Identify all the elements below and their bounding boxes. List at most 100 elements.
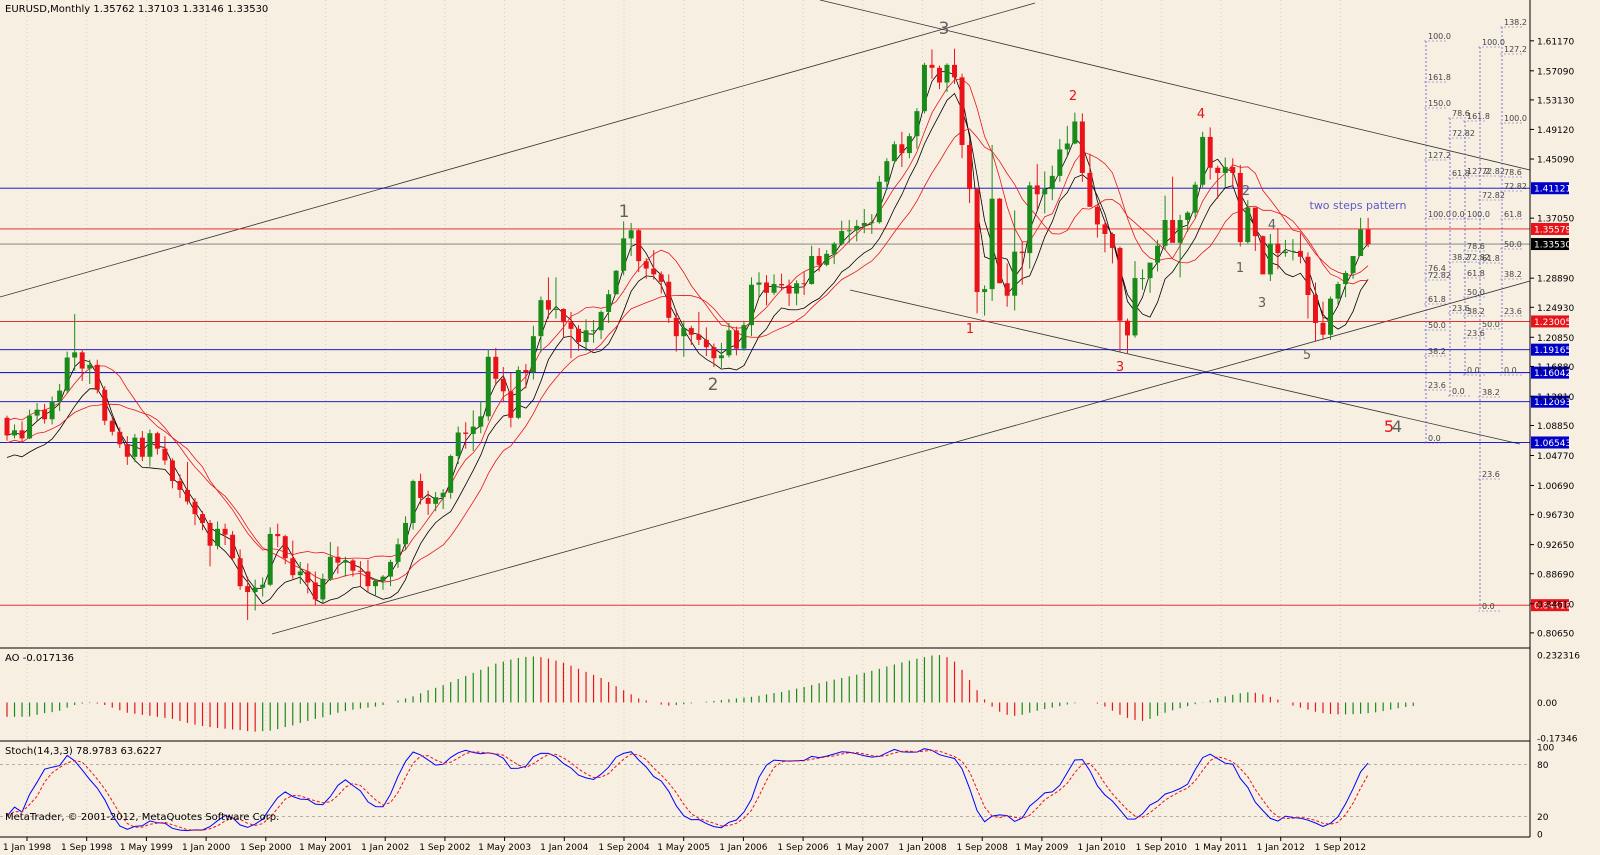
moving-average-line [6,78,1369,560]
candle-body [102,389,108,421]
candle-body [673,317,679,337]
wave-label: 1 [1236,261,1244,276]
candle-body [809,256,815,284]
wave-label: 5 [1303,348,1311,363]
level-tag-label: 1.19165 [1534,346,1571,356]
date-tick-label: 1 Jan 2012 [1257,843,1305,853]
candle-body [1312,295,1318,323]
candle-body [1177,220,1183,243]
wave-label: 4 [1392,417,1402,436]
fib-level-label: 161.8 [1467,112,1490,121]
candle-body [1350,256,1356,273]
fib-level-label: 100.0 [1467,210,1490,219]
wave-label: 1 [966,322,974,337]
fib-level-label: 161.8 [1428,73,1451,82]
ao-axis: 0.232316 0.00 -0.17346 [1537,651,1580,744]
candle-body [545,300,551,310]
candle-body [681,328,687,337]
level-tag [1531,395,1569,408]
candle-body [1124,320,1130,336]
date-tick-label: 1 Jan 2000 [182,843,230,853]
date-tick-label: 1 May 2011 [1195,843,1248,853]
level-tag-label: 1.41121 [1534,185,1571,195]
wave-label: 1 [619,202,630,222]
candle-body [876,181,882,223]
price-pane[interactable]: 100.0161.8150.0127.2100.076.472.8261.850… [0,0,1531,837]
candle-body [651,268,657,275]
candle-body [109,420,115,432]
wave-label: 4 [1268,218,1276,233]
candle-body [79,352,85,369]
candle-body [1290,250,1296,252]
candle-body [1335,283,1341,299]
stoch-tick-label: 0 [1537,831,1543,841]
price-tick-label: 1.57090 [1537,67,1574,77]
price-tick-label: 1.00690 [1537,482,1574,492]
symbol-info: EURUSD,Monthly 1.35762 1.37103 1.33146 1… [5,4,268,15]
fib-level-label: 0.0 [1467,366,1480,375]
level-tag [1531,366,1569,379]
candles [4,48,1371,620]
candle-body [779,283,785,286]
candle-body [869,222,875,224]
stoch-tick-label: 20 [1537,813,1549,823]
wave-label: 3 [1258,296,1266,311]
price-tick-label: 1.12810 [1537,393,1574,403]
price-tick-label: 1.61170 [1537,37,1574,47]
date-tick-label: 1 May 1999 [120,843,173,853]
candle-body [538,300,544,337]
price-tick-label: 1.28890 [1537,275,1574,285]
fib-level-label: 61.8 [1452,169,1470,178]
date-tick-label: 1 Sep 2010 [1136,843,1188,853]
candle-body [1064,143,1070,150]
wave-label: 3 [939,19,950,39]
candle-body [628,230,634,239]
fib-level-label: 50.0 [1482,320,1500,329]
candle-body [929,64,935,68]
trendlines [0,0,1531,635]
candle-body [365,571,371,587]
candle-body [327,556,333,579]
candle-body [703,339,709,348]
level-tag [1531,222,1569,235]
candle-body [906,136,912,154]
candle-body [335,556,341,563]
fib-level-label: 61.8 [1504,210,1522,219]
candle-body [1245,207,1251,243]
candle-body [854,225,860,231]
candle-body [207,522,213,546]
stochastic-label: Stoch(14,3,3) 78.9783 63.6227 [5,746,162,757]
candle-body [989,198,995,290]
candle-body [1267,243,1273,275]
candle-body [591,330,597,332]
stochastic-pane[interactable]: Stoch(14,3,3) 78.9783 63.6227 MetaTrader… [0,746,1530,832]
candle-body [4,417,10,436]
date-tick-label: 1 Sep 2008 [957,843,1009,853]
candle-body [245,586,251,593]
candle-body [169,460,175,482]
candle-body [290,558,296,576]
stoch-tick-label: 80 [1537,761,1549,771]
candle-body [643,261,649,269]
candle-body [816,256,822,265]
fib-level-label: 150.0 [1428,99,1451,108]
candle-body [1109,233,1115,248]
candle-body [666,281,672,318]
price-tick-label: 1.37050 [1537,215,1574,225]
date-tick-label: 1 Jan 2004 [540,843,588,853]
ao-pane[interactable]: AO -0.017136 [5,653,1414,732]
date-tick-label: 1 Jan 2008 [898,843,946,853]
candle-body [380,576,386,582]
candle-body [12,430,18,436]
candle-body [696,334,702,340]
candle-body [1072,121,1078,144]
price-tick-label: 1.24930 [1537,304,1574,314]
fib-level-label: 127.2 [1428,151,1451,160]
candle-body [237,558,243,587]
candle-body [184,489,190,502]
candle-body [87,364,93,369]
candle-body [997,198,1003,284]
candle-body [275,533,281,537]
